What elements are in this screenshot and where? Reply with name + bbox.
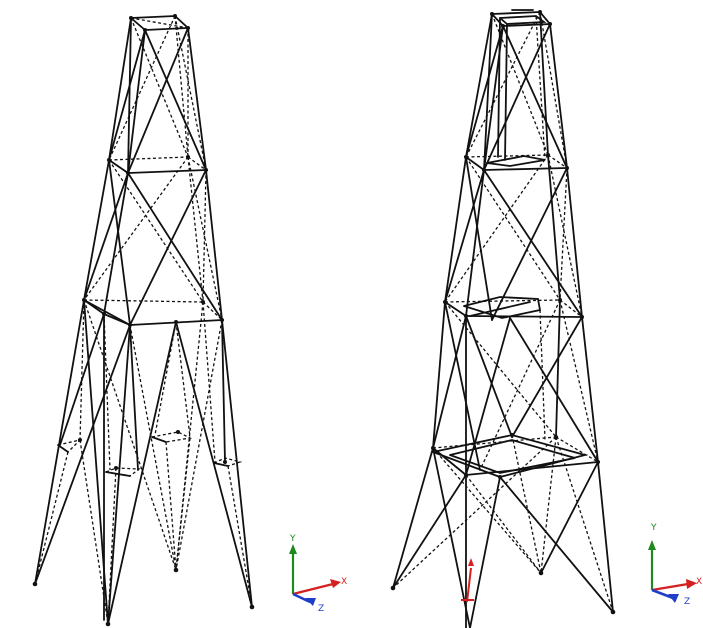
right-axis-y-label: Y bbox=[650, 523, 657, 533]
right-base-legs bbox=[392, 434, 614, 628]
right-lower-legs bbox=[432, 299, 599, 476]
left-axis-x-label: X bbox=[341, 577, 347, 587]
left-axis-y-label: Y bbox=[289, 534, 296, 544]
right-level3-frame bbox=[444, 296, 583, 319]
left-top-frame bbox=[130, 15, 191, 31]
left-lower-legs bbox=[34, 299, 253, 625]
right-upper-legs bbox=[465, 11, 568, 171]
right-axis-z-label: Z bbox=[684, 597, 690, 607]
right-level2-frame bbox=[465, 154, 568, 171]
left-axis-z-label: Z bbox=[318, 604, 324, 614]
left-tower-model bbox=[32, 14, 255, 627]
left-middle-legs bbox=[83, 156, 223, 326]
right-axis-triad-icon: Y X Z bbox=[648, 523, 702, 607]
right-axis-x-label: X bbox=[696, 577, 702, 587]
left-axis-triad-icon: Y X Z bbox=[289, 534, 347, 614]
right-middle-legs bbox=[444, 154, 583, 321]
left-upper-legs bbox=[108, 15, 207, 174]
left-nodes bbox=[32, 14, 255, 627]
left-secondary-frames bbox=[34, 431, 253, 625]
right-nodes bbox=[390, 10, 616, 615]
left-level2-frame bbox=[108, 156, 207, 174]
right-level4-frame bbox=[432, 434, 599, 478]
base-support-marker-icon bbox=[461, 558, 474, 603]
right-tower-model bbox=[390, 9, 616, 628]
